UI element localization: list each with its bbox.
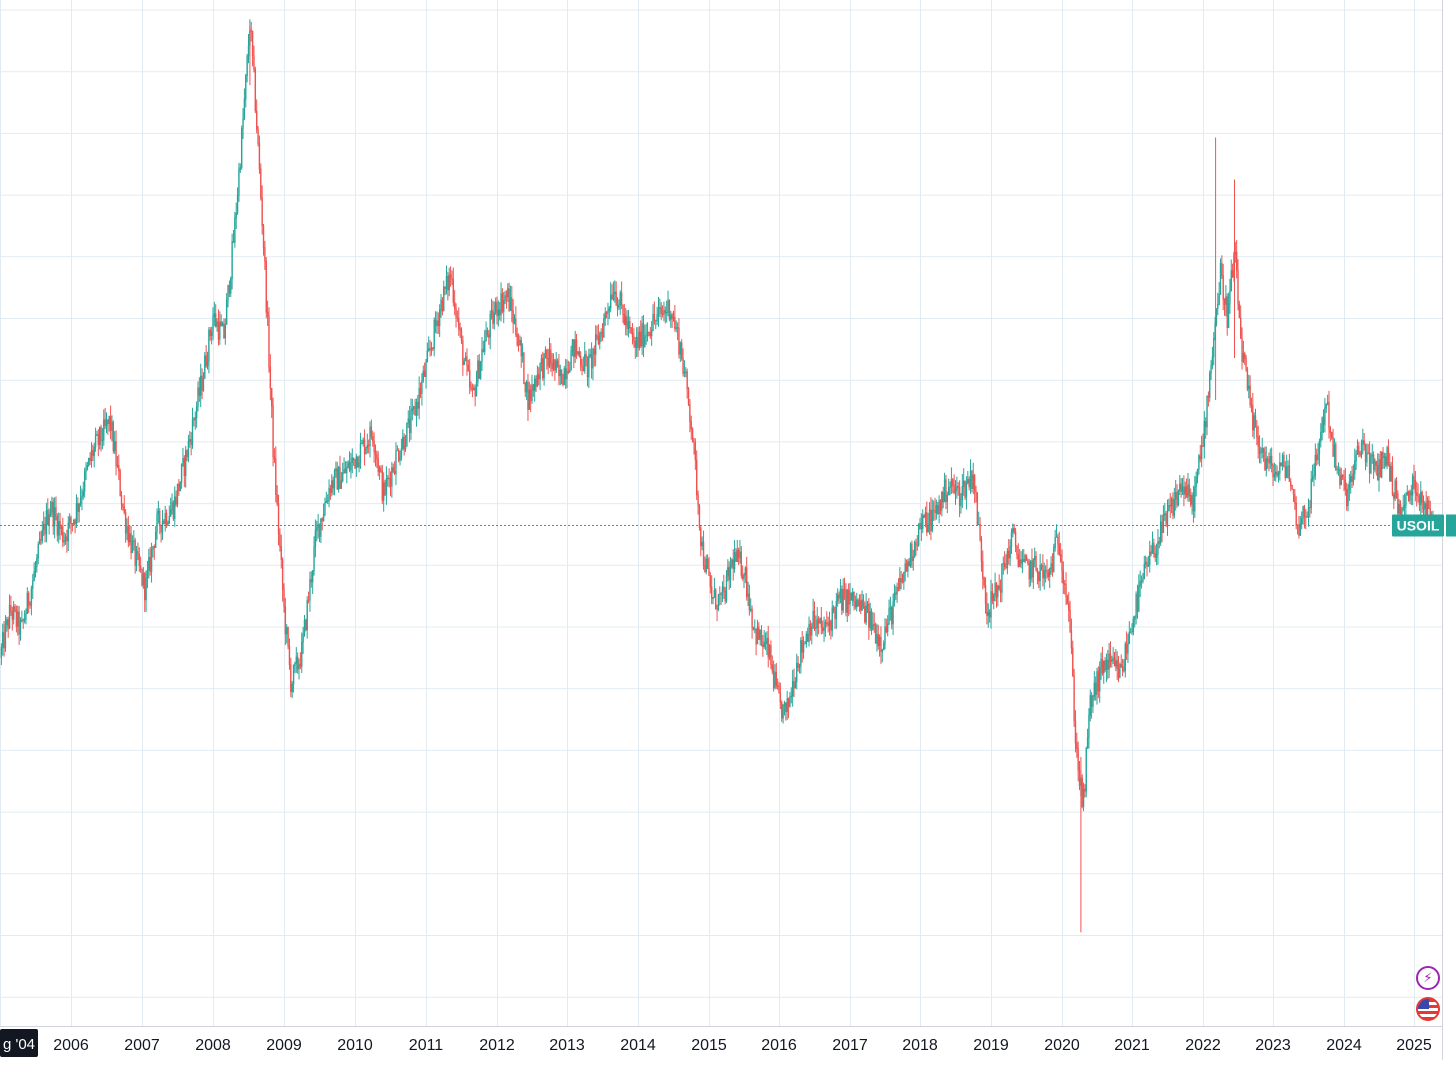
time-axis-label: 2019 (973, 1037, 1009, 1054)
time-axis-label: 2021 (1114, 1037, 1150, 1054)
time-axis-label: 2025 (1396, 1037, 1432, 1054)
time-axis-label: 2007 (124, 1037, 160, 1054)
time-axis-label: 2013 (549, 1037, 585, 1054)
lightning-icon[interactable]: ⚡ (1416, 966, 1440, 990)
time-axis-label: 2015 (691, 1037, 727, 1054)
symbol-label-badge (1392, 514, 1444, 537)
time-axis-label: 2012 (479, 1037, 515, 1054)
last-price-line: USOIL (0, 514, 1456, 537)
time-axis-label: 2008 (195, 1037, 231, 1054)
time-axis-label: 2014 (620, 1037, 656, 1054)
time-axis-label: 2018 (902, 1037, 938, 1054)
us-flag-icon[interactable] (1416, 997, 1440, 1021)
time-axis-label: 2010 (337, 1037, 373, 1054)
time-axis-label: 2009 (266, 1037, 302, 1054)
time-axis-label: 2020 (1044, 1037, 1080, 1054)
symbol-label: USOIL (1397, 518, 1440, 534)
price-label-stub (1446, 514, 1456, 537)
time-axis-label: 2011 (409, 1037, 444, 1054)
time-axis-label: 2022 (1185, 1037, 1221, 1054)
time-axis-label: 2024 (1326, 1037, 1362, 1054)
time-axis-label: 2006 (53, 1037, 89, 1054)
time-axis-label: g '04 (3, 1036, 35, 1053)
time-axis-label: 2023 (1255, 1037, 1291, 1054)
time-axis[interactable]: g '04 2006 2007 2008 2009 2010 2011 2012 2013 201… (0, 1029, 1432, 1057)
time-axis-label: 2017 (832, 1037, 868, 1054)
candles (0, 19, 1434, 933)
time-axis-label: 2016 (761, 1037, 797, 1054)
flag-canton (1418, 999, 1429, 1009)
crosshair-time-badge (0, 1029, 38, 1057)
